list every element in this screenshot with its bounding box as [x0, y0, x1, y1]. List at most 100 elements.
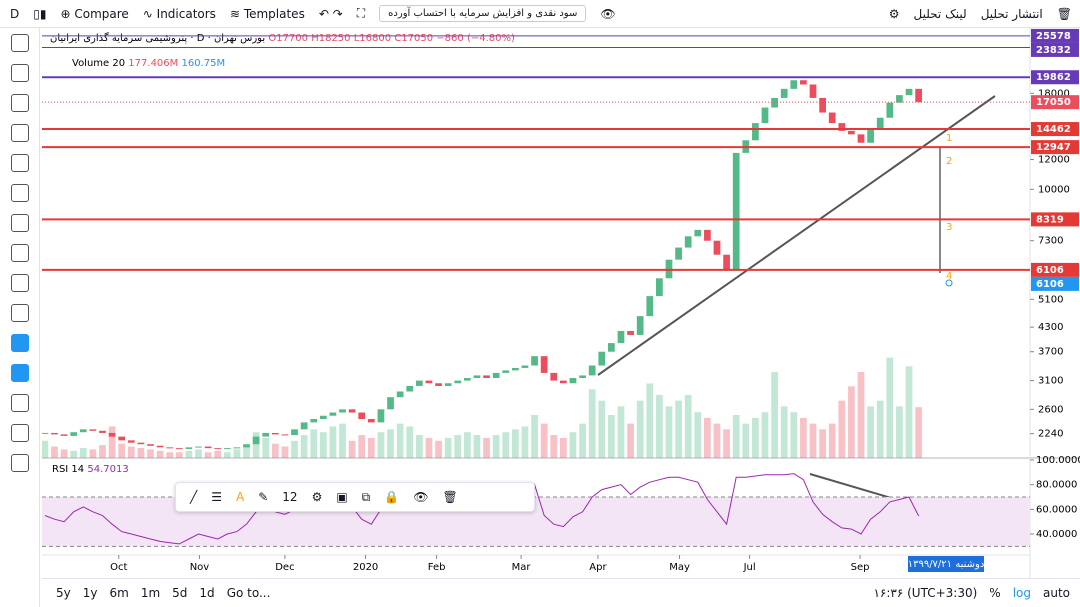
tool[interactable]: ▣	[336, 490, 348, 504]
candle	[444, 383, 452, 386]
candle	[147, 444, 154, 446]
tool[interactable]	[10, 304, 29, 322]
tool[interactable]: 👁	[413, 490, 429, 504]
y-tick-label: 2600	[1038, 404, 1063, 415]
rsi-tick-label: 80.0000	[1036, 480, 1077, 491]
tool[interactable]	[10, 394, 29, 412]
tool[interactable]: ☰	[211, 490, 222, 504]
overlay: 100.0000 80.0000 60.0000 40.0000 18000 12000 1…	[42, 28, 1080, 573]
templates-label: Templates	[243, 6, 305, 21]
volume-bar	[809, 423, 817, 458]
candle	[89, 429, 97, 431]
tool[interactable]: A	[236, 490, 245, 504]
volume-name: Volume 20	[72, 58, 125, 69]
magnet[interactable]	[10, 334, 29, 352]
tool[interactable]	[10, 154, 29, 172]
tool[interactable]	[10, 244, 29, 262]
publish[interactable]: انتشار تحلیل	[980, 6, 1043, 21]
tool[interactable]: ⧉	[361, 489, 371, 504]
volume-bar	[598, 400, 606, 458]
chart-style[interactable]: ▯▮	[33, 6, 47, 21]
volume-bar	[99, 445, 106, 458]
candle	[185, 447, 193, 449]
tool[interactable]	[10, 184, 29, 202]
range[interactable]: 6m	[109, 586, 129, 600]
tool[interactable]: ⚙	[311, 490, 323, 504]
range[interactable]: 1m	[140, 586, 161, 600]
range[interactable]: 5y	[56, 586, 71, 600]
candle	[358, 412, 366, 420]
tool[interactable]	[10, 124, 29, 142]
ohlc: H18250	[311, 33, 350, 44]
fullscreen[interactable]: ⛶	[356, 6, 366, 20]
tool[interactable]	[10, 94, 29, 112]
volume-value: 177.406M	[128, 58, 178, 69]
tool[interactable]	[10, 34, 29, 52]
candle	[569, 377, 577, 384]
volume-bar	[761, 412, 769, 458]
volume-bar	[127, 446, 135, 458]
candle	[915, 88, 922, 103]
percent[interactable]: %	[989, 586, 1001, 600]
level-badge	[1031, 262, 1079, 277]
volume-bar	[579, 423, 586, 458]
x-tick-label: Dec	[275, 562, 294, 573]
tool[interactable]	[10, 64, 29, 82]
range[interactable]: 5d	[172, 586, 188, 600]
candle	[195, 446, 202, 448]
candle	[406, 385, 414, 392]
auto[interactable]: auto	[1042, 586, 1070, 600]
templates[interactable]: ≋ Templates	[229, 6, 305, 21]
adjust-select[interactable]: سود نقدی و افزایش سرمایه با احتساب آورده	[379, 5, 587, 22]
volume-bar	[175, 452, 183, 458]
volume-bar	[848, 386, 855, 458]
volume-bar	[732, 415, 740, 458]
candle	[204, 446, 212, 449]
fib-label: 3	[946, 222, 952, 233]
tool[interactable]: ✎	[258, 490, 269, 504]
volume-bar	[492, 435, 500, 458]
volume-bar	[723, 429, 730, 458]
volume-bar	[780, 406, 788, 458]
tool[interactable]: ╱	[190, 490, 198, 504]
volume-bar	[627, 423, 634, 458]
x-tick-label: Oct	[110, 562, 127, 573]
tool[interactable]	[10, 274, 29, 292]
candle	[713, 240, 721, 255]
tool[interactable]	[10, 454, 29, 472]
candle	[70, 432, 78, 436]
eye[interactable]: 👁	[600, 6, 616, 21]
range[interactable]: 1d	[199, 586, 215, 600]
volume-bar	[435, 440, 442, 458]
level-badge	[1031, 122, 1079, 137]
tool[interactable]: 🗑	[442, 490, 458, 504]
volume-bar	[531, 415, 538, 458]
undo[interactable]: ↶ ↷	[318, 6, 343, 21]
trash[interactable]: 🗑	[1056, 6, 1072, 21]
volume-bar	[838, 400, 846, 458]
rsi-value: 54.7013	[87, 464, 128, 475]
indicators[interactable]: ∿ Indicators	[142, 6, 216, 21]
tool[interactable]: 🔒	[384, 490, 400, 504]
candle	[800, 80, 807, 85]
compare[interactable]: ⊕ Compare	[60, 6, 129, 21]
compare-label: Compare	[74, 6, 129, 21]
font-size[interactable]: 12	[282, 490, 298, 504]
goto[interactable]: Go to...	[226, 586, 271, 600]
settings[interactable]: ⚙	[888, 6, 900, 21]
stay-drawing[interactable]	[10, 364, 29, 382]
volume-bar	[166, 452, 174, 458]
range[interactable]: 1y	[82, 586, 98, 600]
interval[interactable]: D	[10, 6, 20, 21]
volume-bar	[463, 432, 471, 458]
tool[interactable]	[10, 214, 29, 232]
top-toolbar: D ▯▮ ⊕ Compare ∿ Indicators ≋ Templates …	[0, 0, 1080, 28]
link[interactable]: لینک تحلیل	[913, 6, 967, 21]
log[interactable]: log	[1012, 586, 1031, 600]
volume-bar	[348, 440, 356, 458]
y-tick-label: 10000	[1038, 184, 1070, 195]
candle	[511, 367, 519, 371]
tool[interactable]	[10, 424, 29, 442]
volume-bar	[339, 423, 346, 458]
